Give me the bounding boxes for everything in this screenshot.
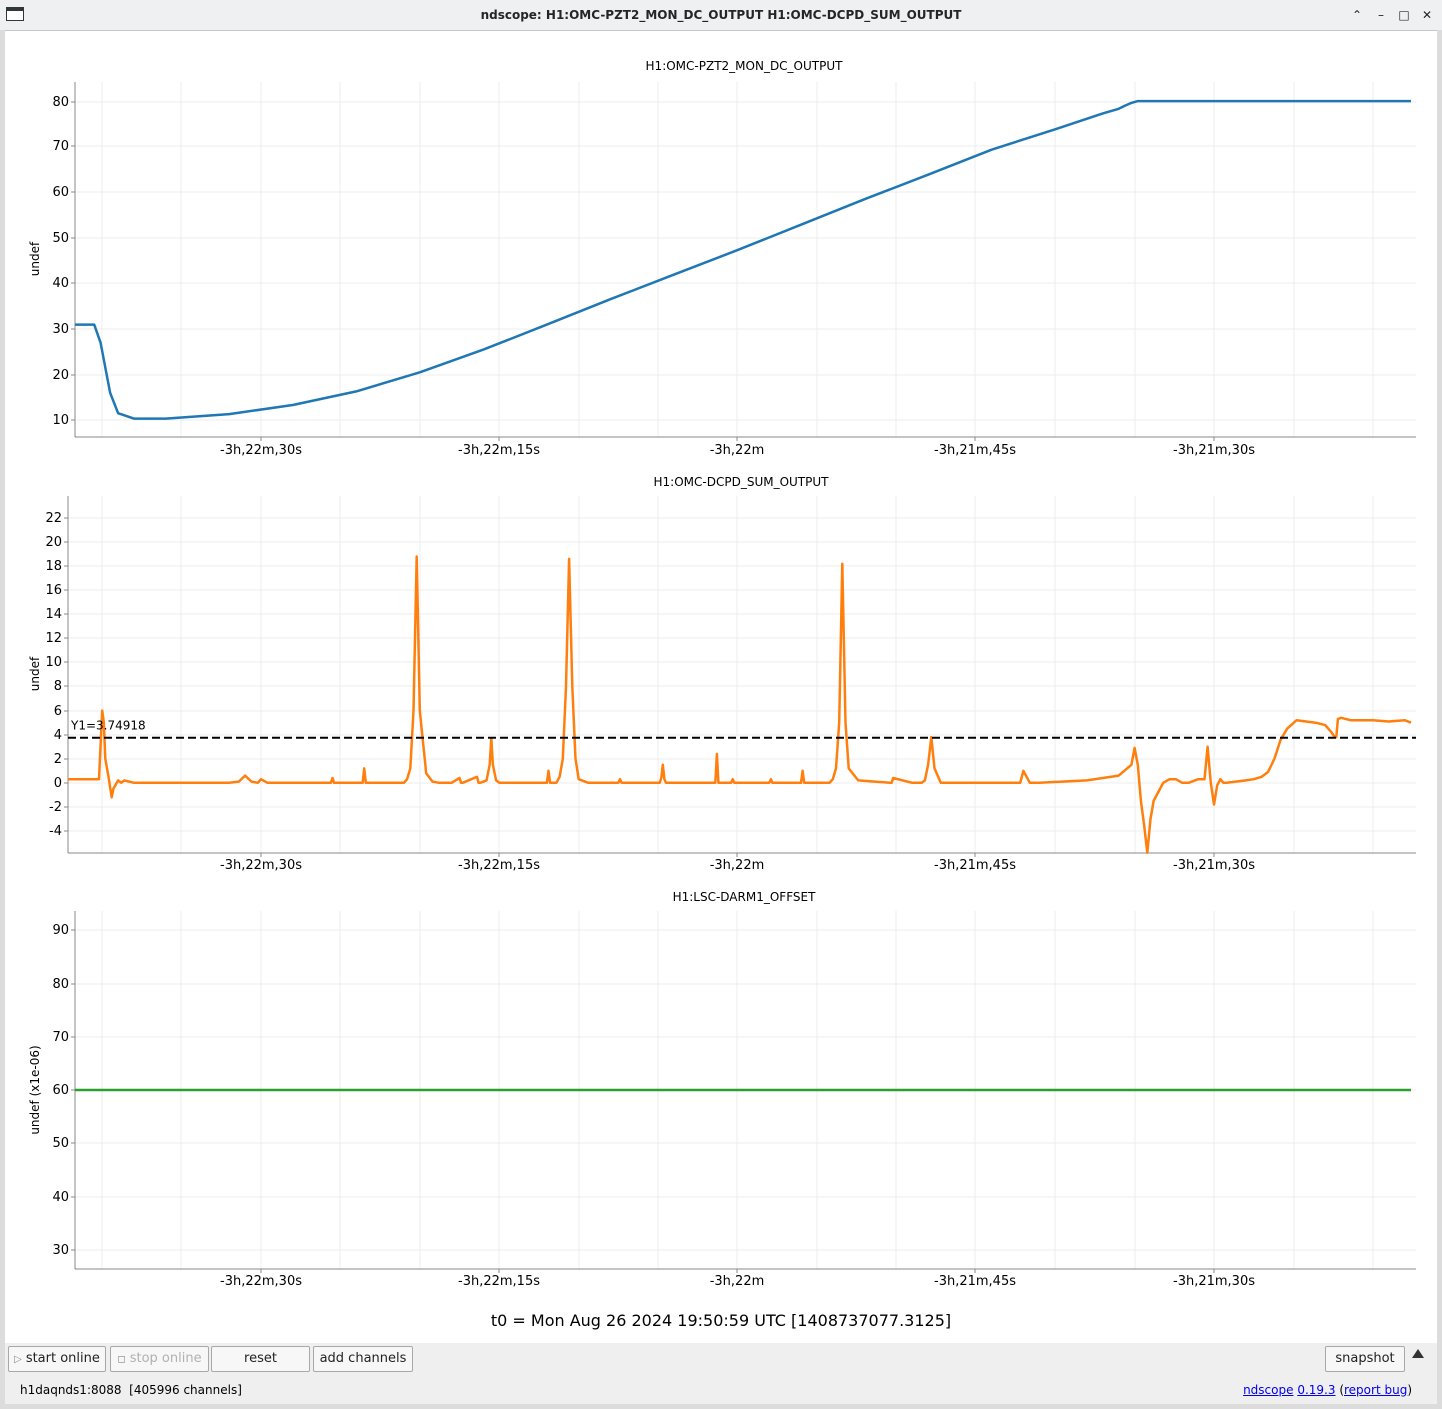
axes — [71, 82, 1416, 441]
y-tick-label: 90 — [52, 923, 69, 938]
y-tick-label: 14 — [45, 607, 62, 622]
y-tick-label: 4 — [54, 728, 62, 743]
chevron-up-icon[interactable]: ⌃ — [1351, 8, 1363, 22]
y-tick-label: 22 — [45, 511, 62, 526]
grid — [75, 911, 1416, 1269]
app-window-icon[interactable] — [6, 7, 24, 21]
y-tick-label: 2 — [54, 752, 62, 767]
y-tick-label: 6 — [54, 704, 62, 719]
x-tick-label: -3h,22m,30s — [220, 443, 302, 458]
x-tick-label: -3h,22m,15s — [458, 443, 540, 458]
plot-dcpd-sum[interactable]: H1:OMC-DCPD_SUM_OUTPUT undef 22201816141… — [28, 475, 1416, 873]
collapse-arrow-icon[interactable] — [1412, 1349, 1424, 1358]
y-tick-label: 40 — [52, 1190, 69, 1205]
axes — [64, 496, 1416, 857]
paren-close: ) — [1407, 1383, 1412, 1397]
y-tick-label: 10 — [45, 655, 62, 670]
x-tick-label: -3h,22m — [710, 443, 765, 458]
x-tick-label: -3h,21m,30s — [1173, 858, 1255, 873]
y-tick-label: 12 — [45, 631, 62, 646]
x-tick-label: -3h,21m,30s — [1173, 1274, 1255, 1289]
plot-title: H1:OMC-PZT2_MON_DC_OUTPUT — [646, 59, 844, 73]
window-title: ndscope: H1:OMC-PZT2_MON_DC_OUTPUT H1:OM… — [480, 8, 962, 22]
y-axis-label: undef (x1e-06) — [28, 1045, 42, 1134]
y-tick-label: 30 — [52, 322, 69, 337]
snapshot-button[interactable]: snapshot — [1325, 1346, 1405, 1372]
y-tick-label: 60 — [52, 1083, 69, 1098]
app-name-link[interactable]: ndscope — [1243, 1383, 1294, 1397]
y-tick-label: 50 — [52, 231, 69, 246]
version-link[interactable]: 0.19.3 — [1297, 1383, 1336, 1397]
stop-online-label: stop online — [129, 1351, 202, 1366]
x-tick-label: -3h,21m,45s — [934, 1274, 1016, 1289]
grid — [68, 496, 1416, 853]
x-tick-label: -3h,21m,45s — [934, 858, 1016, 873]
x-tick-label: -3h,22m,15s — [458, 858, 540, 873]
window-titlebar: ndscope: H1:OMC-PZT2_MON_DC_OUTPUT H1:OM… — [0, 0, 1442, 31]
y-tick-label: 20 — [45, 535, 62, 550]
y-tick-label: 16 — [45, 583, 62, 598]
minimize-icon[interactable]: – — [1378, 8, 1384, 22]
report-bug-link[interactable]: report bug — [1344, 1383, 1408, 1397]
stop-online-button[interactable]: ◻ stop online — [110, 1346, 209, 1372]
paren-open: ( — [1339, 1383, 1344, 1397]
y-tick-label: 80 — [52, 95, 69, 110]
y-tick-label: 18 — [45, 559, 62, 574]
t0-label: t0 = Mon Aug 26 2024 19:50:59 UTC [14087… — [490, 1311, 952, 1330]
y-tick-label: 8 — [54, 679, 62, 694]
play-icon: ▷ — [14, 1354, 22, 1365]
series-line — [68, 555, 1412, 854]
y-axis-label: undef — [28, 656, 42, 691]
y-tick-label: 70 — [52, 139, 69, 154]
x-tick-label: -3h,22m — [710, 1274, 765, 1289]
server-status: h1daqnds1:8088 [405996 channels] — [20, 1383, 242, 1397]
grid — [75, 82, 1416, 437]
x-tick-label: -3h,22m,30s — [220, 858, 302, 873]
start-online-button[interactable]: ▷ start online — [8, 1346, 106, 1372]
x-tick-label: -3h,22m,15s — [458, 1274, 540, 1289]
y-tick-label: 20 — [52, 368, 69, 383]
y-tick-label: -2 — [49, 800, 62, 815]
y-cursor[interactable]: Y1=3.74918 — [68, 719, 1416, 739]
y-tick-label: -4 — [49, 824, 62, 839]
status-bar: h1daqnds1:8088 [405996 channels] ndscope… — [5, 1377, 1437, 1404]
y-tick-label: 80 — [52, 977, 69, 992]
close-icon[interactable]: ✕ — [1421, 8, 1433, 22]
plot-area[interactable]: H1:OMC-PZT2_MON_DC_OUTPUT undef 80706050… — [0, 30, 1442, 1310]
x-tick-label: -3h,22m — [710, 858, 765, 873]
x-tick-label: -3h,21m,30s — [1173, 443, 1255, 458]
start-online-label: start online — [25, 1351, 100, 1366]
y-cursor-label: Y1=3.74918 — [70, 719, 146, 733]
y-tick-label: 10 — [52, 413, 69, 428]
tick-labels: 80 70 60 50 40 30 20 10 -3h,22m,30s -3h,22m,15s -3… — [52, 95, 1255, 458]
y-axis-label: undef — [28, 241, 42, 276]
plot-title: H1:LSC-DARM1_OFFSET — [673, 890, 817, 904]
window-frame — [0, 30, 1442, 1409]
maximize-icon[interactable]: □ — [1398, 8, 1410, 22]
plot-pzt2[interactable]: H1:OMC-PZT2_MON_DC_OUTPUT undef 80 70 60 50… — [28, 59, 1416, 458]
y-tick-label: 70 — [52, 1030, 69, 1045]
series — [68, 555, 1412, 854]
plot-darm1-offset[interactable]: H1:LSC-DARM1_OFFSET undef (x1e-06) 90 80 7… — [28, 890, 1416, 1289]
y-tick-label: 30 — [52, 1243, 69, 1258]
window-border-bottom — [0, 1404, 1442, 1409]
y-tick-label: 50 — [52, 1136, 69, 1151]
series-line — [75, 99, 1411, 420]
add-channels-button[interactable]: add channels — [313, 1346, 413, 1372]
y-tick-label: 0 — [54, 776, 62, 791]
y-tick-label: 40 — [52, 276, 69, 291]
x-tick-label: -3h,22m,30s — [220, 1274, 302, 1289]
series — [75, 99, 1411, 420]
plot-title: H1:OMC-DCPD_SUM_OUTPUT — [654, 475, 830, 489]
stop-icon: ◻ — [117, 1354, 126, 1365]
x-tick-label: -3h,21m,45s — [934, 443, 1016, 458]
toolbar: ▷ start online ◻ stop online reset add cha… — [5, 1343, 1437, 1377]
version-info: ndscope 0.19.3 (report bug) — [1243, 1383, 1412, 1397]
y-tick-label: 60 — [52, 185, 69, 200]
reset-button[interactable]: reset — [211, 1346, 310, 1372]
tick-labels: 90 80 70 60 50 40 30 -3h,22m,30s -3h,22m,15s -3h,… — [52, 923, 1255, 1289]
